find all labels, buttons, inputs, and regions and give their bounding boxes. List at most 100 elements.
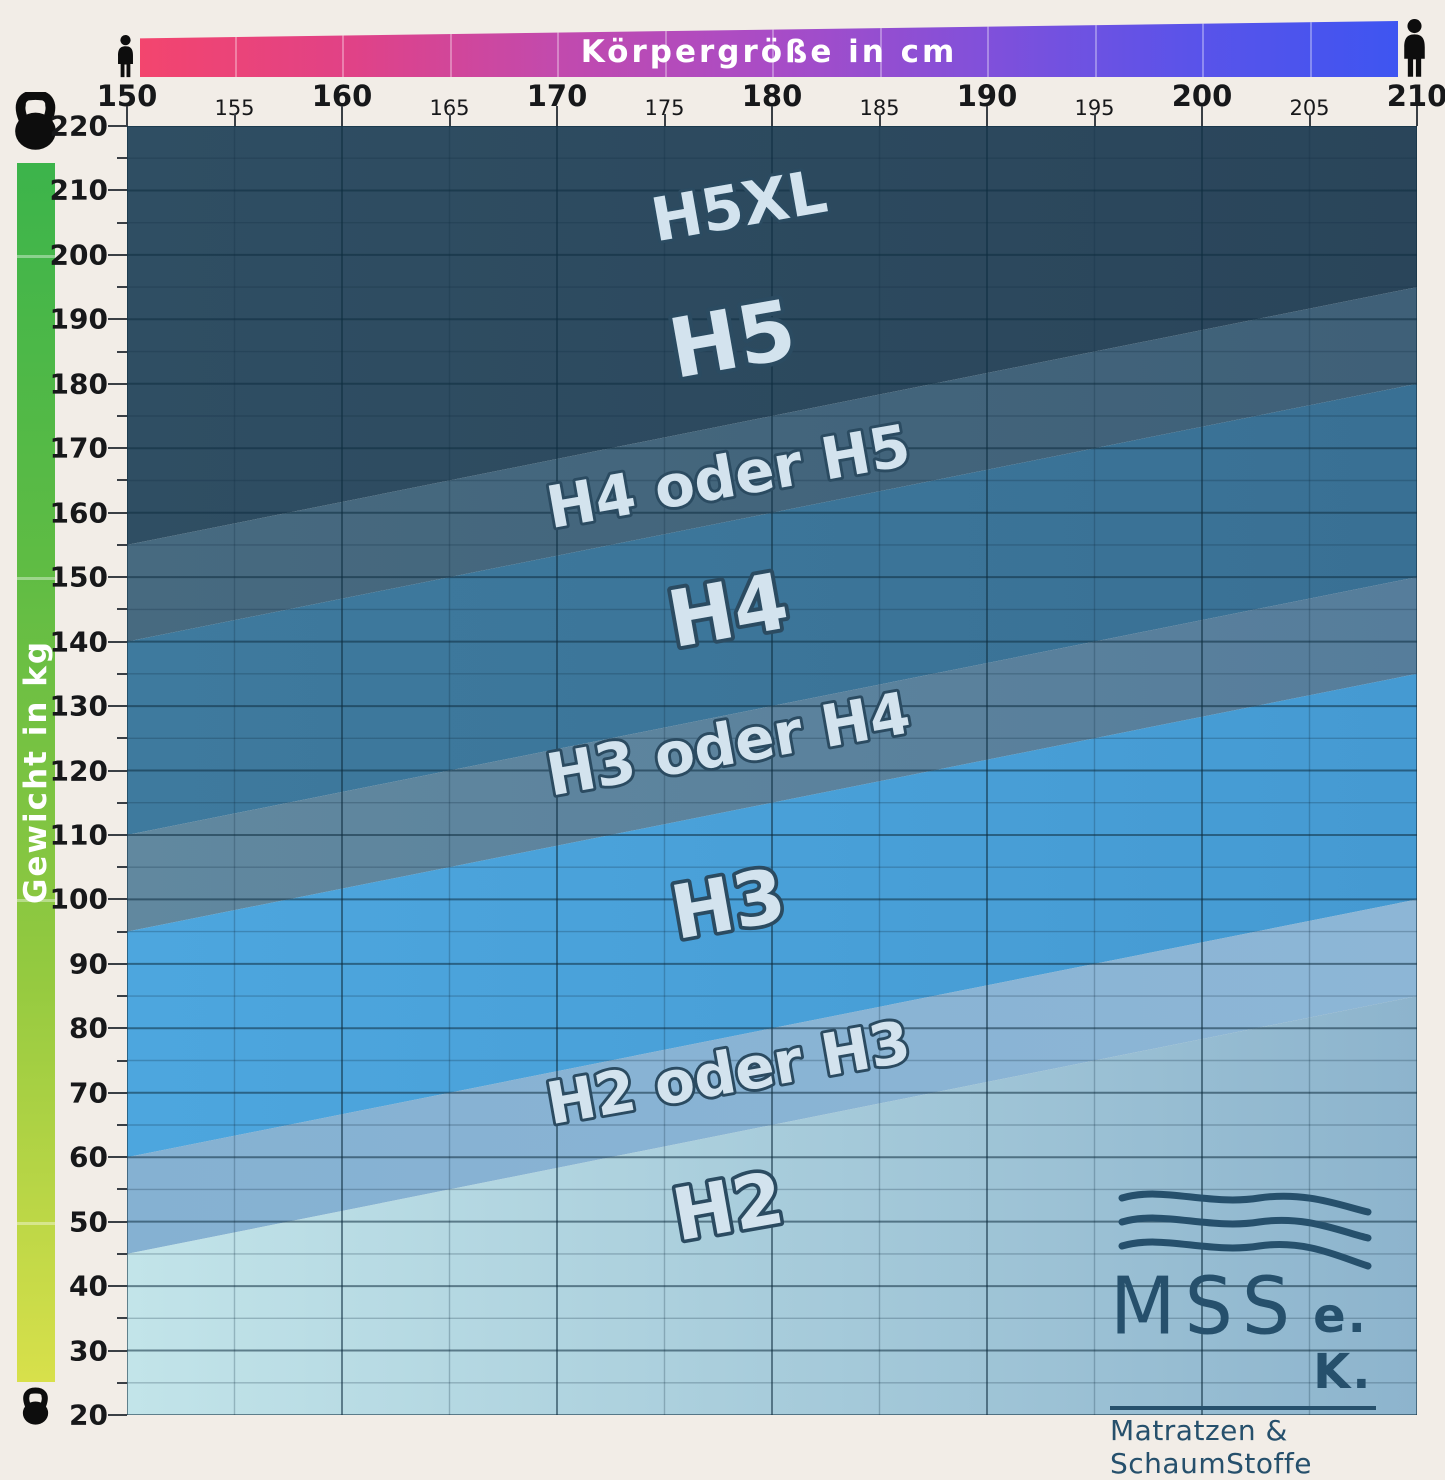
y-tick-label-40: 40	[69, 1269, 108, 1303]
y-tick-label-110: 110	[49, 818, 108, 852]
logo-waves-icon	[1118, 1190, 1372, 1270]
y-tick-155	[117, 543, 127, 546]
y-tick-95	[117, 930, 127, 933]
y-tick-label-50: 50	[69, 1205, 108, 1239]
y-tick-140	[108, 640, 127, 643]
y-tick-100	[108, 898, 127, 901]
logo-brand-text: MSS	[1110, 1258, 1300, 1353]
x-tick-155	[233, 114, 236, 126]
logo-divider	[1110, 1406, 1376, 1410]
y-tick-50	[108, 1220, 127, 1223]
y-tick-label-150: 150	[49, 560, 108, 594]
y-tick-85	[117, 995, 127, 998]
y-tick-80	[108, 1027, 127, 1030]
short-person-icon	[118, 35, 133, 78]
y-tick-label-20: 20	[69, 1398, 108, 1432]
y-tick-label-100: 100	[49, 882, 108, 916]
y-tick-35	[117, 1317, 127, 1320]
y-tick-label-190: 190	[49, 302, 108, 336]
y-tick-195	[117, 286, 127, 289]
y-tick-180	[108, 382, 127, 385]
firmness-chart-area: H5XL H5 H4 oder H5 H4 H3 oder H4 H3 H2 oder H3…	[127, 126, 1417, 1415]
height-bar-separator	[664, 21, 667, 77]
y-tick-170	[108, 447, 127, 450]
y-tick-205	[117, 221, 127, 224]
y-tick-label-210: 210	[49, 173, 108, 207]
logo-legal-text: e. K.	[1313, 1288, 1373, 1400]
height-bar-separator	[234, 21, 237, 77]
y-tick-220	[108, 125, 127, 127]
y-tick-label-180: 180	[49, 367, 108, 401]
y-tick-115	[117, 801, 127, 804]
y-tick-75	[117, 1059, 127, 1062]
heavy-kettlebell-icon	[15, 92, 56, 150]
x-tick-190	[986, 106, 988, 126]
y-tick-label-140: 140	[49, 625, 108, 659]
weight-bar-separator	[17, 899, 55, 903]
y-tick-25	[117, 1381, 127, 1384]
height-bar-separator	[1202, 21, 1204, 77]
y-tick-150	[108, 576, 127, 579]
x-axis-title: Körpergröße in cm	[580, 34, 958, 70]
x-tick-175	[663, 114, 666, 126]
y-tick-215	[117, 157, 127, 160]
y-tick-label-60: 60	[69, 1140, 108, 1174]
y-tick-135	[117, 672, 127, 675]
y-tick-120	[108, 769, 127, 772]
x-tick-160	[341, 106, 343, 126]
y-tick-105	[117, 866, 127, 869]
height-bar-separator	[1309, 21, 1312, 77]
y-tick-210	[108, 189, 127, 192]
y-tick-label-70: 70	[69, 1076, 108, 1110]
x-tick-180	[771, 106, 773, 126]
y-tick-190	[108, 318, 127, 321]
y-tick-145	[117, 608, 127, 611]
y-tick-70	[108, 1091, 127, 1094]
y-tick-label-130: 130	[49, 689, 108, 723]
height-bar-separator	[1094, 21, 1097, 77]
y-tick-label-220: 220	[49, 109, 108, 143]
y-tick-90	[108, 962, 127, 965]
x-tick-205	[1308, 114, 1311, 126]
y-tick-185	[117, 350, 127, 353]
x-tick-195	[1093, 114, 1096, 126]
y-tick-45	[117, 1252, 127, 1255]
y-tick-label-170: 170	[49, 431, 108, 465]
height-bar-separator	[772, 21, 774, 77]
band-label-H3: H3	[665, 852, 792, 956]
weight-bar-separator	[17, 254, 55, 258]
light-kettlebell-icon	[22, 1387, 49, 1425]
y-tick-130	[108, 705, 127, 708]
y-tick-125	[117, 737, 127, 740]
y-tick-label-200: 200	[49, 238, 108, 272]
mattress-firmness-chart-page: { "header": { "title": "Körpergröße in c…	[15, 19, 1445, 1480]
y-tick-40	[108, 1285, 127, 1288]
y-tick-110	[108, 833, 127, 836]
weight-bar-separator	[17, 1221, 55, 1225]
tall-person-icon	[1404, 19, 1425, 77]
weight-gradient-bar	[17, 163, 55, 1382]
y-tick-65	[117, 1123, 127, 1126]
height-bar-separator	[342, 21, 344, 77]
weight-bar-separator	[17, 577, 55, 581]
height-bar-separator	[557, 21, 559, 77]
height-bar-separator	[987, 21, 989, 77]
y-tick-label-90: 90	[69, 947, 108, 981]
x-tick-165	[448, 114, 451, 126]
y-tick-175	[117, 415, 127, 418]
x-tick-210	[1416, 106, 1418, 126]
x-tick-150	[126, 106, 128, 126]
y-tick-label-80: 80	[69, 1011, 108, 1045]
x-tick-185	[878, 114, 881, 126]
x-tick-200	[1201, 106, 1203, 126]
y-tick-165	[117, 479, 127, 482]
x-tick-170	[556, 106, 558, 126]
y-tick-20	[108, 1414, 127, 1416]
height-bar-separator	[449, 21, 452, 77]
mss-logo: MSS e. K. Matratzen & SchaumStoffe	[1110, 1186, 1382, 1480]
logo-tagline: Matratzen & SchaumStoffe	[1110, 1414, 1312, 1480]
y-tick-30	[108, 1349, 127, 1352]
x-tick-label-210: 210	[1386, 79, 1445, 113]
y-tick-label-30: 30	[69, 1334, 108, 1368]
